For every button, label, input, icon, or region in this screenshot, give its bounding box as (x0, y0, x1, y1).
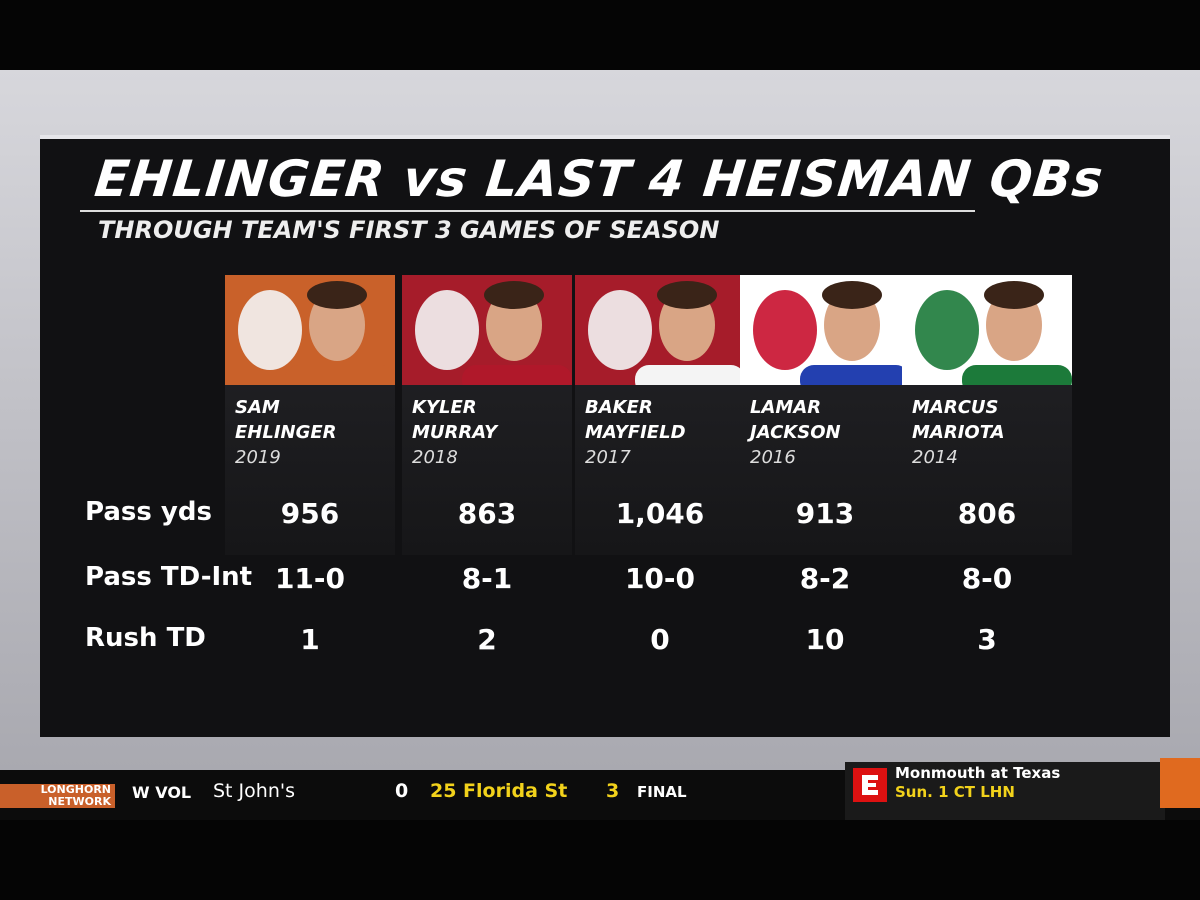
player-name: BAKER MAYFIELD 2017 (585, 395, 686, 470)
stat-value: 3 (977, 623, 997, 656)
espn-logo (853, 768, 887, 802)
first-name: MARCUS (912, 397, 999, 418)
stat-value: 11-0 (274, 562, 346, 595)
stat-value: 0 (650, 623, 670, 656)
photo-art (753, 281, 910, 385)
stat-value: 913 (795, 497, 855, 530)
photo-art (238, 281, 395, 385)
last-name: MARIOTA (912, 422, 1005, 443)
player-photo (740, 275, 910, 385)
stat-value: 863 (457, 497, 517, 530)
player-column: SAM EHLINGER 2019 (225, 275, 395, 555)
player-name: SAM EHLINGER 2019 (235, 395, 337, 470)
promo-title: Monmouth at Texas (895, 764, 1061, 782)
score-2: 3 (606, 780, 620, 802)
player-name: KYLER MURRAY 2018 (412, 395, 497, 470)
stat-value: 806 (957, 497, 1017, 530)
stat-value: 8-1 (461, 562, 513, 595)
sport-label: W VOL (132, 783, 192, 802)
first-name: SAM (235, 397, 280, 418)
photo-art (588, 281, 745, 385)
game-status: FINAL (637, 783, 687, 801)
stat-value: 8-2 (799, 562, 851, 595)
player-photo (402, 275, 572, 385)
player-name: MARCUS MARIOTA 2014 (912, 395, 1005, 470)
year: 2016 (750, 447, 796, 468)
row-label: Pass yds (85, 497, 212, 527)
stat-value: 10 (805, 623, 845, 656)
promo-box (845, 762, 1165, 820)
year: 2018 (412, 447, 458, 468)
photo-art (415, 281, 572, 385)
stat-value: 1,046 (615, 497, 705, 530)
first-name: KYLER (412, 397, 477, 418)
last-name: EHLINGER (235, 422, 337, 443)
year: 2017 (585, 447, 631, 468)
row-label: Rush TD (85, 623, 206, 653)
player-name: LAMAR JACKSON 2016 (750, 395, 841, 470)
score-ticker: LONGHORN NETWORK W VOL St John's 0 25 Fl… (0, 758, 1200, 820)
player-column: BAKER MAYFIELD 2017 (575, 275, 745, 555)
player-column: LAMAR JACKSON 2016 (740, 275, 910, 555)
team-1: St John's (213, 780, 295, 802)
subtitle: THROUGH TEAM'S FIRST 3 GAMES OF SEASON (98, 216, 720, 244)
stat-value: 10-0 (624, 562, 696, 595)
promo-time: Sun. 1 CT LHN (895, 783, 1015, 801)
title: EHLINGER vs LAST 4 HEISMAN QBs (91, 150, 1107, 208)
team-2: 25 Florida St (430, 780, 568, 802)
player-photo (575, 275, 745, 385)
year: 2019 (235, 447, 281, 468)
last-name: JACKSON (750, 422, 841, 443)
stat-value: 1 (300, 623, 320, 656)
stat-value: 2 (477, 623, 497, 656)
player-column: MARCUS MARIOTA 2014 (902, 275, 1072, 555)
title-rule (80, 210, 975, 212)
player-photo (902, 275, 1072, 385)
corner-badge (1160, 758, 1200, 808)
player-photo (225, 275, 395, 385)
last-name: MAYFIELD (585, 422, 686, 443)
player-column: KYLER MURRAY 2018 (402, 275, 572, 555)
score-1: 0 (395, 780, 409, 802)
row-label: Pass TD-Int (85, 562, 253, 592)
first-name: LAMAR (750, 397, 822, 418)
year: 2014 (912, 447, 958, 468)
photo-art (915, 281, 1072, 385)
network-logo: LONGHORN NETWORK (0, 784, 115, 808)
last-name: MURRAY (412, 422, 498, 443)
stat-value: 8-0 (961, 562, 1013, 595)
stat-value: 956 (280, 497, 340, 530)
first-name: BAKER (585, 397, 653, 418)
